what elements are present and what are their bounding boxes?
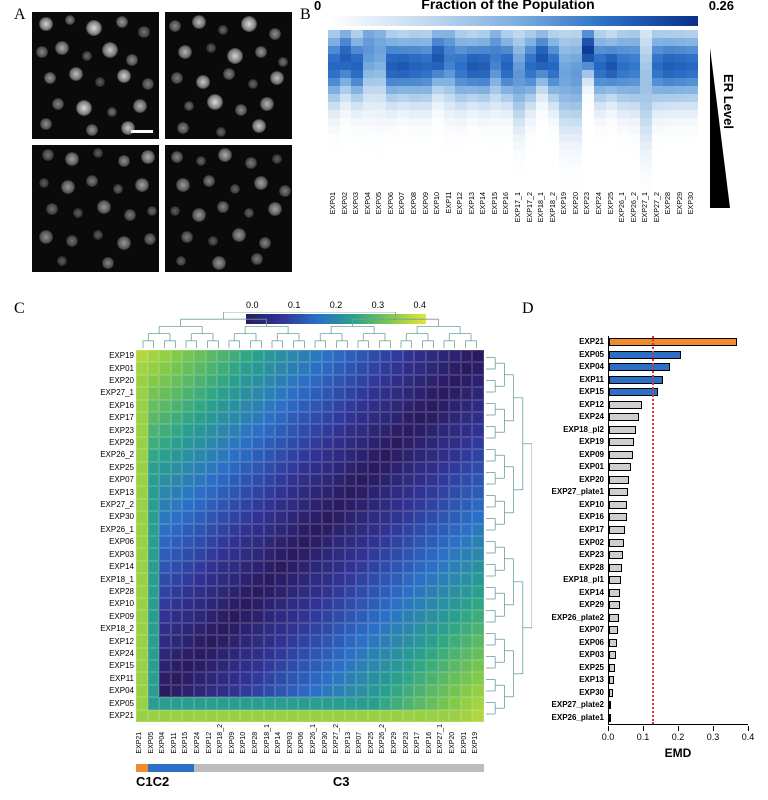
bar-labels-d: EXP21EXP05EXP04EXP11EXP15EXP12EXP24EXP18… [530, 336, 606, 724]
dendrogram-top [136, 312, 484, 348]
panel-d-emd-bars: EXP21EXP05EXP04EXP11EXP15EXP12EXP24EXP18… [530, 328, 752, 788]
col-labels-c: EXP21EXP05EXP04EXP11EXP15EXP24EXP12EXP18… [136, 724, 484, 754]
panel-label-a: A [14, 6, 26, 24]
row-labels-c: EXP19EXP01EXP20EXP27_1EXP16EXP17EXP23EXP… [66, 350, 134, 722]
micrograph-br [165, 145, 292, 272]
panel-c-clustered-heatmap: 0.00.10.20.30.4 EXP19EXP01EXP20EXP27_1EX… [16, 312, 516, 792]
micrograph-tl [32, 12, 159, 139]
x-axis-d [608, 724, 748, 725]
panel-b-histogram-heatmap: 0 0.26 Fraction of the Population EXP01E… [318, 14, 738, 272]
colorbar-b-max: 0.26 [709, 0, 734, 13]
figure-root: { "labels": {"A":"A","B":"B","C":"C","D"… [0, 0, 768, 800]
heatmap-c [136, 350, 484, 722]
colorbar-b: 0 0.26 [328, 16, 698, 26]
panel-label-d: D [522, 300, 534, 318]
x-ticks-d: 0.00.10.20.30.4 [608, 726, 748, 742]
cluster-labels: C1C2C3 [136, 774, 484, 789]
micrograph-bl [32, 145, 159, 272]
dendrogram-right [486, 350, 532, 722]
colorbar-c-ticks: 0.00.10.20.30.4 [246, 300, 426, 310]
cluster-bar [136, 764, 484, 772]
micrograph-tr [165, 12, 292, 139]
panel-b-title: Fraction of the Population [318, 0, 698, 12]
xticks-b: EXP01EXP02EXP03EXP04EXP05EXP06EXP07EXP08… [328, 192, 698, 222]
panel-a-micrographs [32, 12, 292, 272]
er-level-label: ER Level [721, 74, 736, 129]
x-axis-label-d: EMD [608, 746, 748, 760]
panel-label-b: B [300, 6, 311, 24]
colorbar-b-gradient [328, 16, 698, 26]
threshold-line [652, 336, 654, 724]
heatmap-b [328, 30, 698, 190]
bars-d [608, 336, 749, 724]
